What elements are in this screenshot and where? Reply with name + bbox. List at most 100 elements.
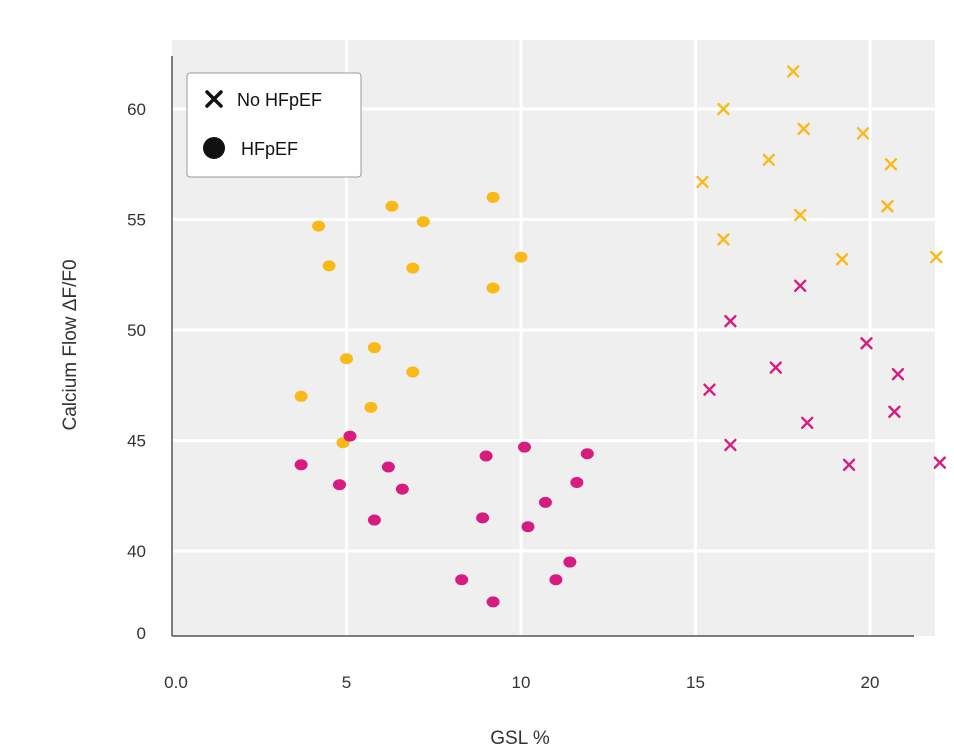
x-marker-stroke [696,175,709,189]
x-marker-stroke [930,250,943,264]
circle-point-orange [322,260,336,272]
x-point-orange [930,250,943,264]
y-tick-label: 50 [127,321,146,340]
circle-point-magenta [549,574,563,586]
legend-circle-marker-icon [203,137,225,159]
circle-point-orange [514,251,528,263]
circle-point-orange [385,200,399,212]
x-point-magenta [703,383,716,396]
x-marker-stroke [794,279,807,292]
x-marker-stroke [769,361,782,374]
x-marker-stroke [835,253,849,266]
x-marker-stroke [787,65,800,78]
x-point-orange [835,253,849,266]
x-point-orange [787,65,800,78]
circle-point-magenta [521,521,535,533]
x-point-magenta [769,361,782,374]
data-points [294,65,946,608]
circle-point-orange [367,342,381,354]
circle-point-orange [406,262,420,274]
x-point-magenta [860,337,873,350]
x-point-magenta [724,438,737,452]
x-tick-labels: 0.0 5 10 15 20 [164,673,879,692]
circle-point-magenta [455,574,469,586]
x-point-magenta [842,458,856,472]
circle-point-magenta [486,596,500,608]
x-marker-stroke [891,368,905,381]
x-point-magenta [933,456,946,469]
circle-point-magenta [563,556,577,568]
circle-point-orange [486,282,500,294]
circle-point-magenta [517,441,531,453]
circle-point-orange [340,353,353,365]
circle-point-magenta [381,461,395,473]
y-axis-title: Calcium Flow ΔF/F0 [60,259,81,430]
x-marker-stroke [703,383,716,396]
x-point-magenta [794,279,807,292]
x-point-orange [717,102,730,116]
circle-point-magenta [294,459,308,471]
x-point-magenta [888,405,901,418]
y-tick-label: 55 [127,211,146,230]
circle-point-magenta [580,448,594,460]
circle-point-orange [406,366,420,378]
x-marker-stroke [860,337,873,350]
y-tick-label: 45 [127,432,146,451]
circle-point-magenta [367,514,381,526]
circle-point-magenta [538,496,552,508]
circle-point-magenta [395,483,409,495]
y-origin-label: 0 [137,624,146,643]
x-point-orange [884,158,898,171]
x-tick-label: 20 [861,673,880,692]
y-tick-labels: 40 45 50 55 60 [127,100,146,561]
x-marker-stroke [794,208,807,222]
circle-point-magenta [479,450,493,462]
x-marker-stroke [724,314,737,328]
circle-point-magenta [343,430,357,442]
legend-x-stroke [205,90,223,108]
x-marker-stroke [888,405,901,418]
x-point-orange [762,153,775,167]
x-point-orange [794,208,807,222]
x-point-orange [797,122,810,136]
circle-point-magenta [570,476,584,488]
circle-point-orange [312,220,326,232]
x-marker-stroke [205,90,223,108]
legend-label-no-hfpef: No HFpEF [237,90,322,110]
legend-label-hfpef: HFpEF [241,139,298,159]
x-marker-stroke [842,458,856,472]
y-tick-label: 60 [127,100,146,119]
x-marker-stroke [933,456,946,469]
x-axis-title: GSL % [490,728,550,746]
x-point-orange [696,175,709,189]
axes [171,56,914,637]
x-marker-stroke [856,127,870,140]
x-tick-label: 0.0 [164,673,188,692]
y-tick-label: 40 [127,542,146,561]
legend-x-marker-icon [205,90,223,108]
legend: No HFpEF HFpEF [186,72,362,178]
x-tick-label: 5 [342,673,351,692]
circle-point-orange [486,191,500,203]
x-marker-stroke [800,416,814,430]
x-marker-stroke [717,233,730,246]
x-point-magenta [891,368,905,381]
x-marker-stroke [881,200,894,213]
x-point-orange [717,233,730,246]
x-tick-label: 10 [512,673,531,692]
x-point-orange [856,127,870,140]
x-point-orange [881,200,894,213]
circle-point-orange [364,401,378,413]
circle-point-orange [294,390,308,402]
circle-point-magenta [333,479,347,491]
x-marker-stroke [884,158,898,171]
x-marker-stroke [762,153,775,167]
x-marker-stroke [797,122,810,136]
x-marker-stroke [724,438,737,452]
circle-point-orange [416,216,430,228]
x-tick-label: 15 [686,673,705,692]
x-point-magenta [724,314,737,328]
x-point-magenta [800,416,814,430]
legend-box [186,72,362,178]
